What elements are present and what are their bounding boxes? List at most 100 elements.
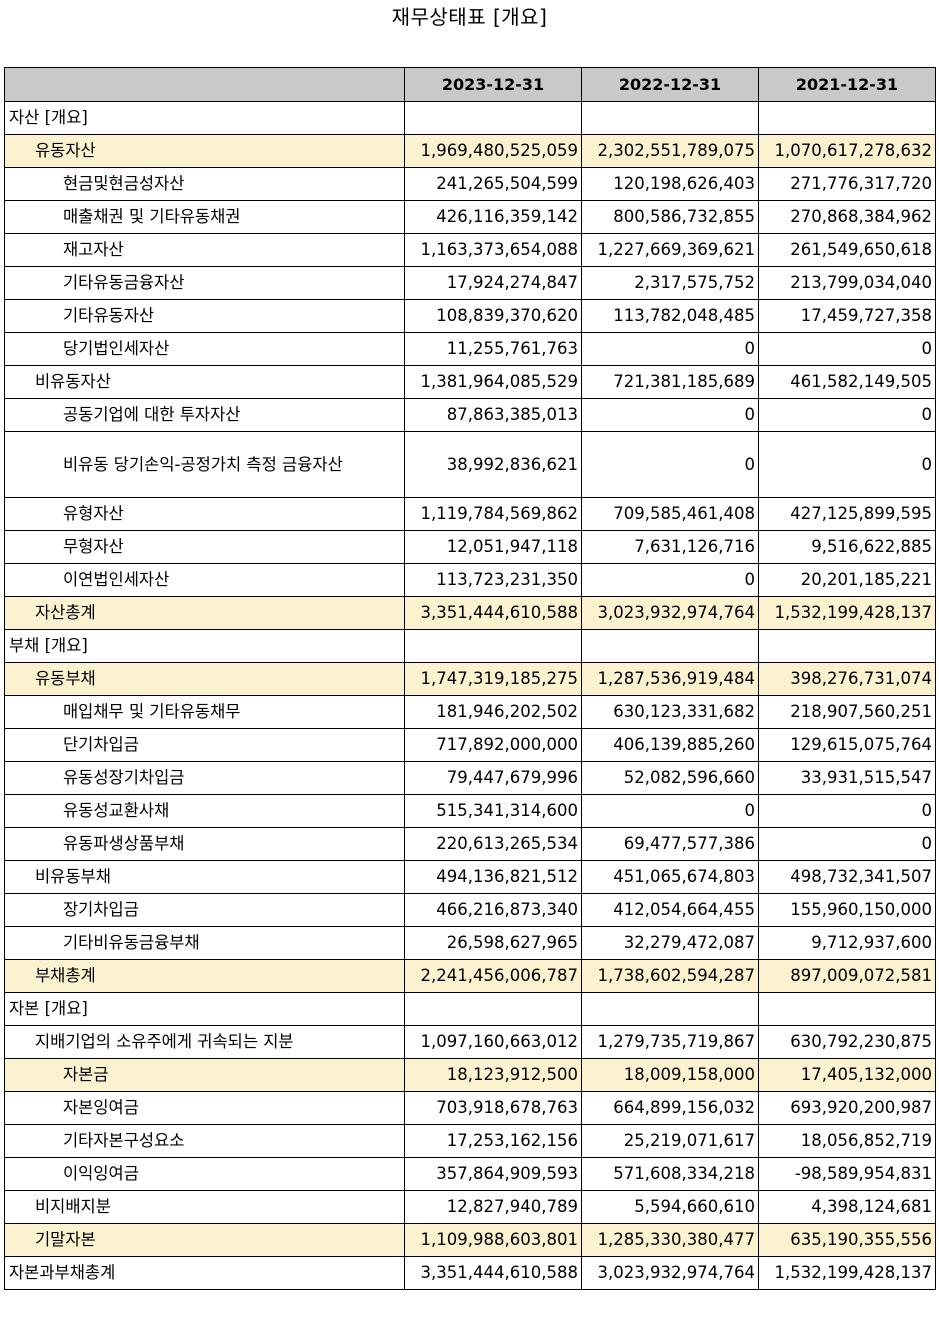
table-row: 공동기업에 대한 투자자산 87,863,385,013 0 0 <box>4 398 936 432</box>
value-cell-2021-12-31: -98,589,954,831 <box>758 1157 936 1191</box>
value-cell-2023-12-31: 717,892,000,000 <box>404 728 582 762</box>
table-row: 비지배지분 12,827,940,789 5,594,660,610 4,398,12… <box>4 1190 936 1224</box>
table-row: 부채총계 2,241,456,006,787 1,738,602,594,287 89… <box>4 959 936 993</box>
value-cell-2023-12-31: 11,255,761,763 <box>404 332 582 366</box>
value-cell-2023-12-31: 87,863,385,013 <box>404 398 582 432</box>
table-row: 기타유동금융자산 17,924,274,847 2,317,575,752 213,7… <box>4 266 936 300</box>
value-cell-2021-12-31: 461,582,149,505 <box>758 365 936 399</box>
value-cell-2023-12-31: 466,216,873,340 <box>404 893 582 927</box>
value-cell-2021-12-31: 498,732,341,507 <box>758 860 936 894</box>
row-label: 기타유동금융자산 <box>4 266 405 300</box>
row-label: 이연법인세자산 <box>4 563 405 597</box>
table-row: 자본과부채총계 3,351,444,610,588 3,023,932,974,76… <box>4 1256 936 1290</box>
row-label: 유동부채 <box>4 662 405 696</box>
value-cell-2023-12-31: 1,097,160,663,012 <box>404 1025 582 1059</box>
row-label: 기타비유동금융부채 <box>4 926 405 960</box>
header-label-cell <box>4 67 405 102</box>
value-cell-2022-12-31: 0 <box>581 563 759 597</box>
row-label: 자본잉여금 <box>4 1091 405 1125</box>
row-label: 부채 [개요] <box>4 629 405 663</box>
value-cell-2023-12-31: 1,747,319,185,275 <box>404 662 582 696</box>
table-row: 부채 [개요] <box>4 629 936 663</box>
value-cell-2023-12-31: 38,992,836,621 <box>404 431 582 498</box>
value-cell-2023-12-31: 1,163,373,654,088 <box>404 233 582 267</box>
value-cell-2022-12-31 <box>581 992 759 1026</box>
value-cell-2022-12-31: 0 <box>581 431 759 498</box>
table-row: 유형자산 1,119,784,569,862 709,585,461,408 427,… <box>4 497 936 531</box>
value-cell-2021-12-31: 17,405,132,000 <box>758 1058 936 1092</box>
row-label: 유동파생상품부채 <box>4 827 405 861</box>
row-label: 공동기업에 대한 투자자산 <box>4 398 405 432</box>
row-label: 유동성교환사채 <box>4 794 405 828</box>
table-row: 자본금 18,123,912,500 18,009,158,000 17,405,13… <box>4 1058 936 1092</box>
table-row: 이익잉여금 357,864,909,593 571,608,334,218 -98,5… <box>4 1157 936 1191</box>
table-row: 유동성장기차입금 79,447,679,996 52,082,596,660 33,9… <box>4 761 936 795</box>
value-cell-2022-12-31: 52,082,596,660 <box>581 761 759 795</box>
value-cell-2022-12-31: 3,023,932,974,764 <box>581 1256 759 1290</box>
value-cell-2021-12-31: 0 <box>758 431 936 498</box>
row-label: 비지배지분 <box>4 1190 405 1224</box>
table-row: 비유동부채 494,136,821,512 451,065,674,803 498,7… <box>4 860 936 894</box>
value-cell-2023-12-31: 515,341,314,600 <box>404 794 582 828</box>
table-row: 기타자본구성요소 17,253,162,156 25,219,071,617 18,0… <box>4 1124 936 1158</box>
row-label: 자본금 <box>4 1058 405 1092</box>
value-cell-2023-12-31: 1,119,784,569,862 <box>404 497 582 531</box>
value-cell-2022-12-31 <box>581 629 759 663</box>
value-cell-2023-12-31: 494,136,821,512 <box>404 860 582 894</box>
value-cell-2021-12-31 <box>758 629 936 663</box>
table-row: 지배기업의 소유주에게 귀속되는 지분 1,097,160,663,012 1,27… <box>4 1025 936 1059</box>
value-cell-2021-12-31: 33,931,515,547 <box>758 761 936 795</box>
value-cell-2023-12-31: 17,924,274,847 <box>404 266 582 300</box>
row-label: 기타자본구성요소 <box>4 1124 405 1158</box>
table-row: 장기차입금 466,216,873,340 412,054,664,455 155,9… <box>4 893 936 927</box>
value-cell-2022-12-31: 1,287,536,919,484 <box>581 662 759 696</box>
value-cell-2023-12-31: 241,265,504,599 <box>404 167 582 201</box>
table-row: 자산 [개요] <box>4 101 936 135</box>
header-year-2021: 2021-12-31 <box>758 67 936 102</box>
row-label: 단기차입금 <box>4 728 405 762</box>
value-cell-2023-12-31: 3,351,444,610,588 <box>404 596 582 630</box>
value-cell-2022-12-31: 32,279,472,087 <box>581 926 759 960</box>
value-cell-2022-12-31: 25,219,071,617 <box>581 1124 759 1158</box>
row-label: 현금및현금성자산 <box>4 167 405 201</box>
table-row: 자본잉여금 703,918,678,763 664,899,156,032 693,9… <box>4 1091 936 1125</box>
value-cell-2022-12-31: 571,608,334,218 <box>581 1157 759 1191</box>
row-label: 유동자산 <box>4 134 405 168</box>
value-cell-2021-12-31 <box>758 101 936 135</box>
row-label: 재고자산 <box>4 233 405 267</box>
value-cell-2023-12-31: 12,827,940,789 <box>404 1190 582 1224</box>
row-label: 비유동부채 <box>4 860 405 894</box>
table-row: 매입채무 및 기타유동채무 181,946,202,502 630,123,331,… <box>4 695 936 729</box>
value-cell-2021-12-31: 213,799,034,040 <box>758 266 936 300</box>
table-row: 유동부채 1,747,319,185,275 1,287,536,919,484 39… <box>4 662 936 696</box>
table-row: 자본 [개요] <box>4 992 936 1026</box>
value-cell-2021-12-31: 270,868,384,962 <box>758 200 936 234</box>
value-cell-2023-12-31: 17,253,162,156 <box>404 1124 582 1158</box>
table-row: 비유동 당기손익-공정가치 측정 금융자산 38,992,836,621 0 0 <box>4 431 936 498</box>
table-row: 기타비유동금융부채 26,598,627,965 32,279,472,087 9,7… <box>4 926 936 960</box>
table-row: 자산총계 3,351,444,610,588 3,023,932,974,764 1,… <box>4 596 936 630</box>
value-cell-2022-12-31: 664,899,156,032 <box>581 1091 759 1125</box>
value-cell-2023-12-31: 108,839,370,620 <box>404 299 582 333</box>
value-cell-2022-12-31: 113,782,048,485 <box>581 299 759 333</box>
value-cell-2021-12-31: 0 <box>758 398 936 432</box>
row-label: 매출채권 및 기타유동채권 <box>4 200 405 234</box>
row-label: 자본 [개요] <box>4 992 405 1026</box>
value-cell-2022-12-31: 406,139,885,260 <box>581 728 759 762</box>
value-cell-2022-12-31: 1,738,602,594,287 <box>581 959 759 993</box>
value-cell-2022-12-31: 18,009,158,000 <box>581 1058 759 1092</box>
value-cell-2023-12-31: 18,123,912,500 <box>404 1058 582 1092</box>
value-cell-2021-12-31: 18,056,852,719 <box>758 1124 936 1158</box>
table-row: 비유동자산 1,381,964,085,529 721,381,185,689 461… <box>4 365 936 399</box>
table-row: 단기차입금 717,892,000,000 406,139,885,260 129,6… <box>4 728 936 762</box>
page-title: 재무상태표 [개요] <box>391 5 548 29</box>
value-cell-2021-12-31: 20,201,185,221 <box>758 563 936 597</box>
value-cell-2023-12-31: 1,109,988,603,801 <box>404 1223 582 1257</box>
value-cell-2023-12-31: 181,946,202,502 <box>404 695 582 729</box>
value-cell-2021-12-31: 129,615,075,764 <box>758 728 936 762</box>
value-cell-2021-12-31: 0 <box>758 827 936 861</box>
value-cell-2022-12-31: 2,302,551,789,075 <box>581 134 759 168</box>
balance-sheet-table: 2023-12-31 2022-12-31 2021-12-31 자산 [개요]… <box>4 67 936 1290</box>
value-cell-2021-12-31: 0 <box>758 332 936 366</box>
value-cell-2021-12-31: 9,712,937,600 <box>758 926 936 960</box>
